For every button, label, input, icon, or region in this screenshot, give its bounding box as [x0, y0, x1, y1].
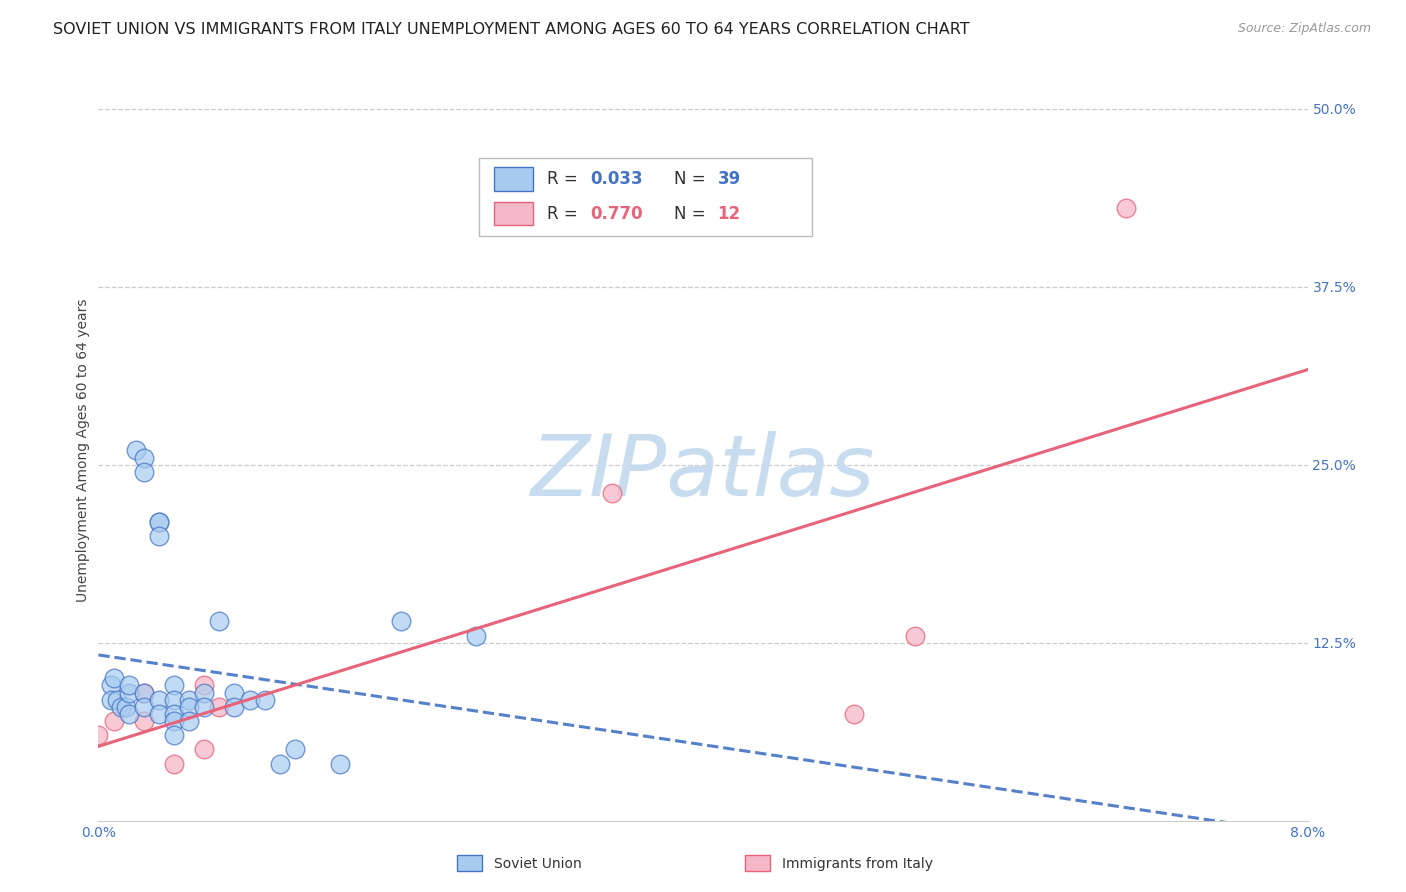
Point: [163, 706, 186, 721]
Point: [904, 628, 927, 642]
Point: [179, 714, 201, 728]
Point: [224, 699, 246, 714]
Text: R =: R =: [547, 204, 583, 222]
Text: 39: 39: [717, 169, 741, 187]
Text: N =: N =: [673, 169, 711, 187]
FancyBboxPatch shape: [494, 202, 533, 226]
Text: Source: ZipAtlas.com: Source: ZipAtlas.com: [1237, 22, 1371, 36]
Point: [602, 486, 624, 500]
Point: [193, 699, 215, 714]
Point: [103, 671, 125, 685]
Point: [163, 692, 186, 706]
Point: [148, 515, 170, 529]
Text: ZIPatlas: ZIPatlas: [531, 431, 875, 514]
Point: [193, 685, 215, 699]
Point: [148, 706, 170, 721]
Point: [179, 692, 201, 706]
Point: [163, 756, 186, 771]
Text: Immigrants from Italy: Immigrants from Italy: [782, 857, 932, 871]
Point: [132, 714, 155, 728]
Point: [100, 692, 122, 706]
Point: [132, 465, 155, 479]
Text: 12: 12: [717, 204, 741, 222]
Point: [269, 756, 291, 771]
Point: [118, 685, 141, 699]
Bar: [745, 855, 770, 871]
Point: [148, 529, 170, 543]
Point: [132, 685, 155, 699]
Point: [118, 678, 141, 692]
Text: 0.033: 0.033: [591, 169, 643, 187]
Point: [163, 678, 186, 692]
Point: [87, 728, 110, 742]
Text: SOVIET UNION VS IMMIGRANTS FROM ITALY UNEMPLOYMENT AMONG AGES 60 TO 64 YEARS COR: SOVIET UNION VS IMMIGRANTS FROM ITALY UN…: [53, 22, 970, 37]
Point: [148, 692, 170, 706]
FancyBboxPatch shape: [479, 158, 811, 235]
Point: [465, 628, 488, 642]
Text: N =: N =: [673, 204, 711, 222]
Point: [163, 728, 186, 742]
Point: [193, 742, 215, 756]
Point: [208, 615, 231, 629]
Point: [100, 678, 122, 692]
Point: [179, 699, 201, 714]
Point: [284, 742, 307, 756]
FancyBboxPatch shape: [494, 167, 533, 191]
Bar: [457, 855, 482, 871]
Point: [193, 678, 215, 692]
Point: [224, 685, 246, 699]
Text: Soviet Union: Soviet Union: [494, 857, 581, 871]
Point: [125, 443, 148, 458]
Y-axis label: Unemployment Among Ages 60 to 64 years: Unemployment Among Ages 60 to 64 years: [76, 299, 90, 602]
Point: [132, 450, 155, 465]
Point: [132, 699, 155, 714]
Point: [239, 692, 262, 706]
Text: 0.770: 0.770: [591, 204, 643, 222]
Point: [114, 699, 136, 714]
Point: [1115, 202, 1137, 216]
Point: [253, 692, 276, 706]
Point: [110, 699, 132, 714]
Point: [389, 615, 412, 629]
Point: [329, 756, 352, 771]
Point: [163, 714, 186, 728]
Text: R =: R =: [547, 169, 583, 187]
Point: [148, 515, 170, 529]
Point: [844, 706, 866, 721]
Point: [208, 699, 231, 714]
Point: [118, 706, 141, 721]
Point: [132, 685, 155, 699]
Point: [103, 714, 125, 728]
Point: [105, 692, 128, 706]
